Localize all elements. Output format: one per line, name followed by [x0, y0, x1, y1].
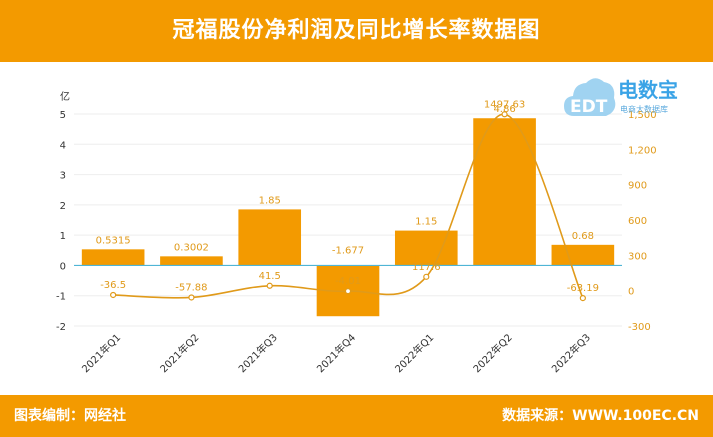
- x-tick-label: 2021年Q2: [157, 331, 201, 375]
- y2-tick-label: 1,500: [628, 110, 657, 121]
- bar-value-label: 1.85: [259, 195, 281, 206]
- line-point: [579, 295, 586, 302]
- x-tick-label: 2021年Q3: [236, 331, 280, 375]
- line-value-label: -63.19: [567, 283, 599, 294]
- x-tick-label: 2022年Q2: [470, 331, 514, 375]
- bar: [394, 230, 458, 266]
- bar-value-label: 0.5315: [96, 235, 131, 246]
- line-point: [344, 288, 352, 295]
- y-tick-label: 2: [60, 201, 66, 212]
- y-tick-label: -2: [56, 322, 66, 333]
- chart-area: 0.53150.30021.85-1.6771.154.860.68-36.5-…: [56, 90, 657, 375]
- line-point: [423, 273, 430, 280]
- footer-credit: 图表编制：网经社: [14, 408, 126, 424]
- axes: -2 -1 0 1 2 3 4 5 -300 0 300 600 900 1,200 1,500 亿 2021年…: [56, 90, 657, 375]
- x-tick-label: 2021年Q1: [79, 331, 123, 375]
- growth-line-series: [110, 111, 586, 302]
- line-value-label: -36.5: [100, 280, 126, 291]
- line-point: [110, 291, 117, 299]
- x-tick-label: 2022年Q1: [392, 331, 436, 375]
- y-tick-label: -1: [56, 292, 66, 303]
- grid-lines: [74, 113, 622, 327]
- cloud-logo-icon: EDT: [564, 78, 616, 117]
- line-point: [501, 111, 508, 118]
- y2-tick-label: 600: [628, 216, 647, 227]
- logo-subtitle: 电商大数据库: [620, 105, 668, 114]
- logo-brand: 电数宝: [618, 78, 678, 102]
- bar-value-label: 1.15: [415, 217, 437, 228]
- growth-line: [113, 113, 584, 299]
- bar: [473, 118, 536, 266]
- y2-tick-label: 1,200: [628, 145, 657, 156]
- y-axis-unit: 亿: [60, 90, 70, 103]
- bar-value-label: 4.86: [493, 104, 515, 115]
- y2-tick-label: 900: [628, 181, 647, 192]
- bar: [238, 209, 302, 266]
- logo: EDT 电数宝 电商大数据库: [562, 66, 682, 128]
- y2-tick-label: 0: [628, 287, 634, 298]
- line-value-label: -4.01: [335, 276, 361, 287]
- svg-text:EDT: EDT: [570, 97, 608, 117]
- bar: [81, 249, 145, 266]
- y2-tick-label: 300: [628, 251, 647, 262]
- line-point: [266, 282, 273, 289]
- line-point: [188, 294, 195, 301]
- bar: [551, 244, 615, 266]
- chart-title: 冠福股份净利润及同比增长率数据图: [172, 18, 541, 43]
- line-value-label: 41.5: [259, 271, 281, 282]
- footer-source: 数据来源：WWW.100EC.CN: [502, 408, 699, 424]
- header-bar: 冠福股份净利润及同比增长率数据图: [0, 0, 713, 62]
- bar-value-label: 0.68: [572, 231, 594, 242]
- bar-value-label: 0.3002: [174, 242, 209, 253]
- line-value-label: -57.88: [175, 282, 207, 293]
- y-tick-label: 4: [60, 140, 66, 151]
- line-value-label: 1497.63: [484, 99, 525, 110]
- y2-tick-label: -300: [628, 322, 651, 333]
- y-tick-label: 1: [60, 231, 66, 242]
- bar: [160, 256, 223, 266]
- footer-bar: 图表编制：网经社 数据来源：WWW.100EC.CN: [0, 395, 713, 437]
- x-tick-label: 2021年Q4: [314, 331, 358, 375]
- y-tick-label: 0: [60, 261, 66, 272]
- data-labels: 0.5315 0.3002 1.85 -1.677 1.15 4.86 0.68 -36.5 -…: [96, 99, 599, 294]
- x-tick-label: 2022年Q3: [549, 331, 593, 375]
- line-value-label: 117.6: [412, 262, 441, 273]
- y-tick-label: 3: [60, 171, 66, 182]
- y-tick-label: 5: [60, 110, 66, 121]
- bar-value-label: -1.677: [332, 245, 364, 256]
